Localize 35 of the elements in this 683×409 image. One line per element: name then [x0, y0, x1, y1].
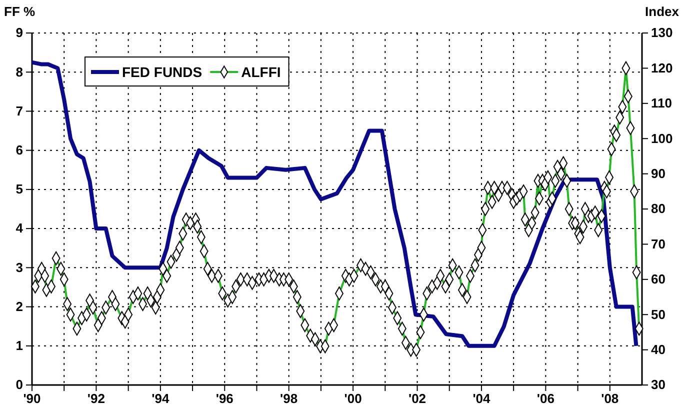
y-tick-label: 4 — [16, 220, 24, 236]
x-tick-label: '96 — [216, 391, 234, 406]
y2-tick-label: 60 — [651, 272, 666, 287]
x-tick-label: '06 — [536, 391, 554, 406]
x-tick-label: '04 — [472, 391, 492, 406]
y2-tick-label: 100 — [651, 130, 673, 146]
x-tick-label: '90 — [23, 391, 41, 406]
y-tick-label: 7 — [16, 103, 23, 118]
legend-label: FED FUNDS — [122, 64, 202, 80]
y-tick-label: 6 — [16, 142, 23, 158]
y-tick-label: 2 — [16, 298, 23, 314]
x-tick-label: '02 — [408, 391, 426, 406]
y2-tick-label: 80 — [651, 201, 666, 216]
y-tick-label: 0 — [16, 377, 23, 392]
y2-tick-label: 70 — [651, 236, 666, 252]
y-tick-label: 3 — [16, 260, 23, 275]
x-tick-label: '94 — [152, 391, 170, 406]
y-tick-label: 1 — [16, 338, 23, 354]
x-tick-label: '98 — [280, 391, 298, 406]
y-axis-title: FF % — [4, 4, 36, 19]
y2-tick-label: 40 — [651, 342, 666, 357]
y2-tick-label: 50 — [651, 306, 666, 322]
x-tick-label: '92 — [87, 391, 105, 406]
y2-tick-label: 90 — [651, 166, 666, 181]
y-tick-label: 9 — [16, 25, 23, 40]
y2-axis-title: Index — [645, 4, 680, 19]
y-tick-label: 5 — [16, 182, 23, 197]
y2-tick-label: 130 — [651, 25, 673, 40]
y2-tick-label: 110 — [651, 96, 672, 111]
x-tick-label: '08 — [601, 391, 619, 406]
y-tick-label: 8 — [16, 64, 23, 80]
y2-tick-label: 30 — [651, 377, 666, 392]
legend-label: ALFFI — [241, 64, 281, 80]
x-tick-label: '00 — [344, 391, 362, 406]
y2-tick-label: 120 — [651, 60, 673, 76]
